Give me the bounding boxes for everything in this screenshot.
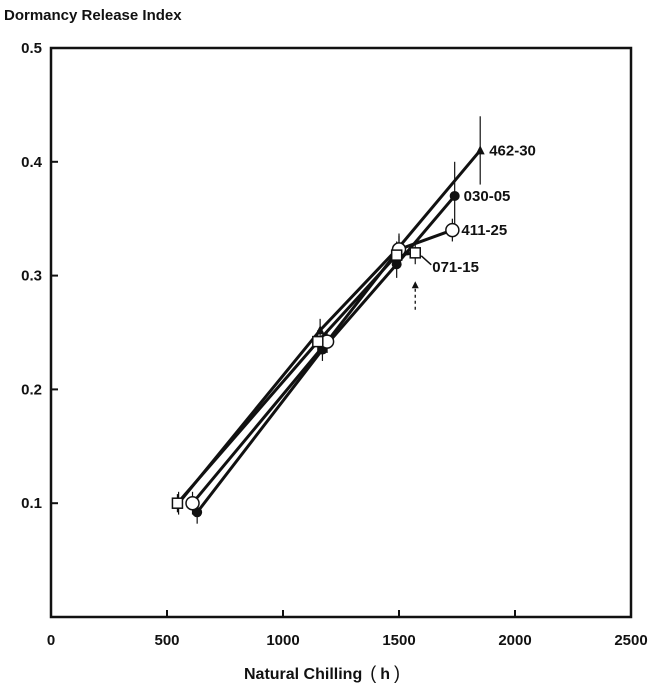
data-point-071-15	[312, 335, 324, 348]
y-tick-label: 0.3	[21, 268, 42, 285]
y-tick-label: 0.5	[21, 40, 42, 57]
y-axis-title: Dormancy Release Index	[4, 7, 182, 24]
series-label-411-25: 411-25	[461, 222, 507, 239]
data-point-462-30	[475, 145, 485, 155]
series-lines	[176, 149, 482, 514]
plot-frame	[49, 46, 633, 619]
data-point-071-15	[390, 249, 403, 261]
series-line-462-30	[177, 149, 482, 505]
annotation-arrow-head	[411, 281, 419, 289]
leader-line	[420, 255, 432, 266]
x-tick-label: 1500	[382, 632, 415, 649]
data-point-462-30	[315, 325, 325, 335]
x-tick-label: 500	[154, 632, 179, 649]
data-point-071-15	[171, 497, 184, 509]
annotations	[411, 281, 419, 310]
x-axis-ticks: 0 500 1000 1500 2000 2500	[47, 610, 648, 649]
data-point-411-25	[445, 222, 460, 238]
series-label-462-30: 462-30	[489, 142, 536, 159]
x-tick-label: 1000	[266, 632, 299, 649]
series-labels: 462-30 030-05 411-25 071-15	[420, 142, 536, 276]
series-markers	[171, 145, 485, 518]
x-tick-label: 2000	[498, 632, 531, 649]
data-point-071-15	[409, 247, 421, 259]
data-point-030-05	[449, 190, 460, 201]
x-axis-title-text: Natural Chilling	[244, 666, 362, 683]
x-tick-label: 0	[47, 632, 55, 649]
x-axis-title: Natural Chilling(h)	[244, 663, 400, 683]
series-label-030-05: 030-05	[464, 188, 511, 205]
data-point-411-25	[185, 495, 200, 511]
series-line-071-15	[176, 251, 416, 505]
series-label-071-15: 071-15	[432, 259, 479, 276]
y-tick-label: 0.1	[21, 495, 42, 512]
series-line-030-05	[195, 194, 456, 514]
y-tick-label: 0.4	[21, 154, 43, 171]
x-axis-title-unit: h	[380, 666, 390, 683]
y-axis-ticks: 0.1 0.2 0.3 0.4 0.5	[21, 40, 58, 512]
x-tick-label: 2500	[614, 632, 647, 649]
data-point-030-05	[391, 259, 402, 270]
series-line-411-25	[191, 228, 453, 505]
y-tick-label: 0.2	[21, 381, 42, 398]
